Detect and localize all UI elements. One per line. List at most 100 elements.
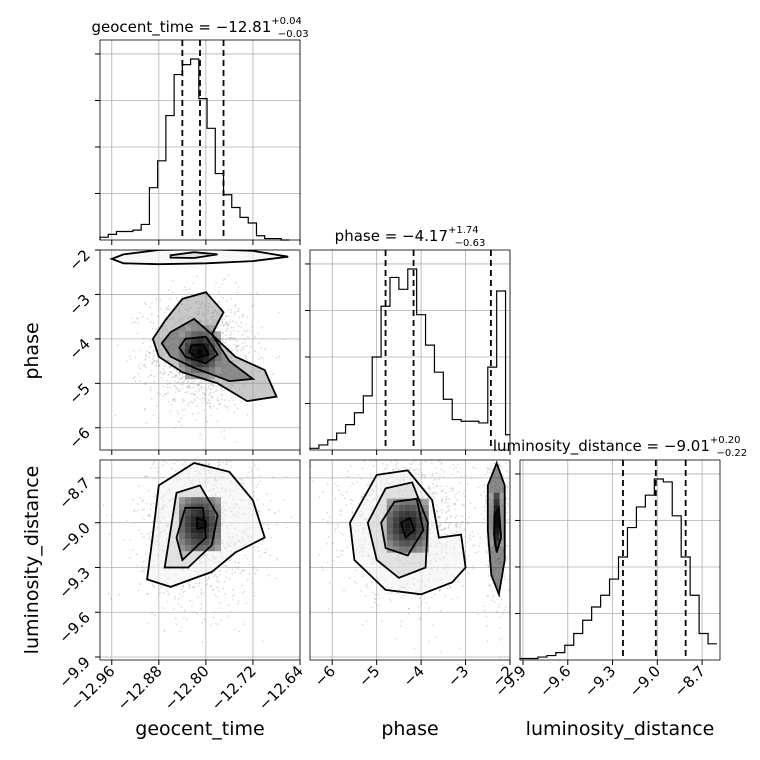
scatter-point [453,504,456,506]
scatter-point [177,388,179,391]
scatter-point [487,565,490,568]
scatter-point [166,589,169,592]
density-cell [203,355,209,362]
scatter-point [149,508,152,510]
scatter-point [329,581,331,584]
density-cell [215,503,221,510]
density-cell [185,337,191,344]
scatter-point [467,572,470,575]
scatter-point [337,489,340,492]
scatter-point [202,406,204,408]
scatter-point [188,288,191,291]
scatter-point [233,628,236,631]
scatter-point [449,490,451,493]
scatter-point [390,600,393,603]
density-cell [416,522,423,529]
scatter-point [216,586,219,589]
scatter-point [219,430,222,433]
scatter-point [233,312,236,315]
scatter-point [133,522,136,525]
scatter-point [454,517,457,519]
scatter-point [337,525,339,527]
scatter-point [386,464,388,466]
scatter-point [225,299,228,302]
hist-panel-luminosity_distance [515,460,720,660]
density-cell [493,522,500,529]
scatter-point [444,521,447,523]
scatter-point [343,589,345,592]
scatter-point [228,559,231,562]
scatter-point [374,601,376,604]
scatter-point [230,337,232,340]
scatter-point [241,342,244,345]
scatter-point [397,429,399,431]
scatter-point [102,504,105,506]
density-cell [209,497,215,504]
scatter-point [507,498,510,501]
density-cell [416,546,423,553]
scatter-point [404,467,407,470]
scatter-point [169,386,171,389]
density-cell [209,509,215,516]
scatter-point [201,621,204,624]
scatter-point [269,536,272,539]
scatter-point [153,360,156,362]
scatter-point [250,293,252,295]
scatter-point [157,420,160,423]
scatter-point [199,433,202,436]
scatter-point [209,407,212,409]
scatter-point [186,618,188,621]
scatter-point [179,420,182,423]
scatter-point [132,350,135,352]
density-cell [392,516,399,523]
scatter-point [412,460,415,463]
scatter-point [236,345,239,348]
scatter-point [242,569,245,572]
scatter-point [220,398,223,400]
scatter-point [418,618,421,621]
scatter-point [361,495,364,498]
scatter-point [249,345,252,348]
scatter-point [434,467,437,469]
density-cell [392,504,399,511]
density-cell [179,533,185,540]
scatter-point [223,278,226,281]
density-cell [185,503,191,510]
density-cell [191,337,197,344]
scatter-point [156,471,159,473]
scatter-point [232,595,234,597]
scatter-point [263,551,266,554]
density-cell [179,361,185,368]
density-cell [386,522,393,529]
scatter-point [229,297,232,300]
scatter-point [181,455,183,457]
density-cell [215,343,221,350]
scatter-point [484,502,487,505]
scatter-point [176,371,179,374]
density-cell [179,337,185,344]
scatter-point [218,286,221,288]
scatter-point [241,570,244,573]
scatter-point [180,626,183,629]
scatter-point [505,470,508,473]
scatter-point [505,498,508,500]
scatter-point [419,430,421,432]
scatter-point [486,625,489,628]
scatter-point [396,462,398,465]
density-cell [209,521,215,528]
density-cell [422,498,429,505]
scatter-point [234,403,236,406]
scatter-point [255,292,258,294]
scatter-point [151,357,154,360]
scatter-point [505,555,508,558]
scatter-point [136,332,139,335]
scatter-point [223,437,226,439]
scatter-point [464,535,466,538]
scatter-point [134,321,136,323]
scatter-point [255,486,258,488]
scatter-point [486,467,489,470]
scatter-point [174,391,177,394]
scatter-point [237,310,239,313]
scatter-point [149,374,152,376]
scatter-point [439,588,442,591]
